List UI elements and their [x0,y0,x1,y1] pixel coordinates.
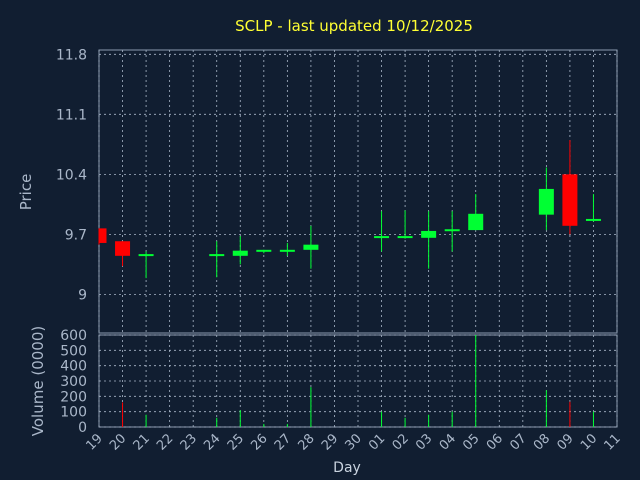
x-tick-label: 29 [319,431,341,453]
candle-body [138,254,154,257]
candle [562,140,578,235]
volume-axis-label: Volume (0000) [29,326,47,436]
volume-tick-label: 0 [78,420,87,436]
x-tick-label: 10 [578,431,600,453]
candle-body [232,250,248,256]
volume-tick-label: 100 [60,405,87,421]
candle-body [279,249,295,252]
candle-body [99,228,107,243]
x-tick-label: 24 [201,431,223,453]
x-axis-label: Day [333,460,361,476]
candle-body [303,244,319,250]
x-tick-label: 06 [484,431,506,453]
candle-body [444,229,460,232]
volume-tick-label: 400 [60,359,87,375]
x-tick-label: 26 [248,431,270,453]
candle [256,249,272,254]
candle [232,236,248,265]
candle-body [538,188,554,215]
x-tick-label: 28 [295,431,317,453]
x-tick-label: 11 [602,431,624,453]
chart-title: SCLP - last updated 10/12/2025 [235,17,473,35]
x-tick-label: 08 [531,431,553,453]
candle [115,241,131,267]
price-tick-label: 11.1 [56,107,87,123]
x-tick-label: 02 [390,431,412,453]
x-tick-label: 04 [437,431,459,453]
x-tick-label: 09 [554,431,576,453]
volume-tick-label: 600 [60,328,87,344]
candle [279,242,295,256]
candle-body [397,236,413,239]
volume-tick-label: 300 [60,374,87,390]
volume-tick-label: 500 [60,343,87,359]
x-tick-label: 07 [507,431,529,453]
candle-body [209,254,225,257]
price-tick-label: 9.7 [65,227,87,243]
candle [98,228,107,245]
price-tick-label: 9 [78,287,87,303]
x-tick-label: 27 [272,431,294,453]
candle [138,251,154,279]
x-tick-label: 20 [107,431,129,453]
x-tick-label: 22 [154,431,176,453]
price-axis-label: Price [17,174,35,211]
candle [468,194,484,231]
price-tick-label: 11.8 [56,47,87,63]
candle-body [562,174,578,226]
x-axis: 19 20 21 22 23 24 25 26 27 28 29 30 01 02 03 04 05 06 07 08… [84,431,624,453]
candle [397,210,413,239]
candle [538,167,554,231]
candle [209,241,225,278]
x-tick-label: 21 [131,431,153,453]
volume-tick-label: 200 [60,389,87,405]
candle-body [468,213,484,231]
x-tick-label: 25 [225,431,247,453]
candle [421,211,437,269]
price-panel: 11.8 11.1 10.4 9.7 9 [56,47,618,334]
candle-body [374,236,390,239]
candle [444,211,460,252]
x-tick-label: 01 [366,431,388,453]
candle-body [585,218,601,221]
candle [303,225,319,269]
x-tick-label: 30 [343,431,365,453]
candle-body [421,230,437,238]
price-tick-label: 10.4 [56,167,87,183]
candle-body [115,241,131,256]
candle [585,194,601,222]
x-tick-label: 03 [413,431,435,453]
candle [374,211,390,252]
x-tick-label: 23 [178,431,200,453]
x-tick-label: 05 [460,431,482,453]
candle-body [256,249,272,252]
